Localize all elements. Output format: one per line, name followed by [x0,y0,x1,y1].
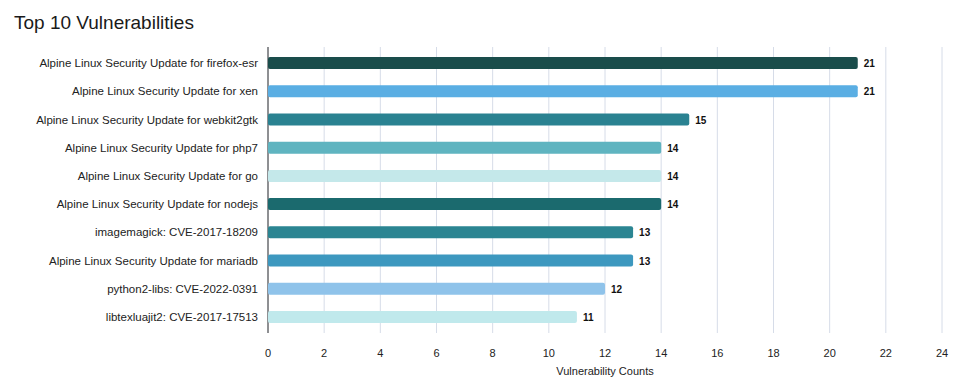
bar [268,85,858,97]
chart: Top 10 Vulnerabilities024681012141618202… [0,0,965,384]
category-label: Alpine Linux Security Update for xen [72,85,258,97]
x-axis-line [268,333,942,334]
data-label: 14 [667,171,679,182]
category-label: Alpine Linux Security Update for mariadb [49,255,258,267]
data-label: 14 [667,199,679,210]
category-label: imagemagick: CVE-2017-18209 [95,226,258,238]
category-label: Alpine Linux Security Update for php7 [65,142,258,154]
tick-label: 22 [880,347,892,359]
data-label: 13 [639,227,651,238]
bars [268,57,858,323]
category-label: Alpine Linux Security Update for nodejs [57,198,259,210]
tick-label: 10 [543,347,555,359]
category-label: python2-libs: CVE-2022-0391 [107,283,258,295]
bar [268,114,689,126]
grid-line [942,47,943,333]
bar [268,57,858,69]
grid-line [885,47,886,333]
tick-label: 4 [377,347,383,359]
category-label: Alpine Linux Security Update for webkit2… [36,114,258,126]
category-label: Alpine Linux Security Update for go [78,170,258,182]
data-label: 14 [667,143,679,154]
data-label: 11 [583,312,594,323]
tick-label: 0 [265,347,271,359]
category-label: Alpine Linux Security Update for firefox… [39,57,258,69]
category-label: libtexluajit2: CVE-2017-17513 [106,311,258,323]
tick-label: 8 [490,347,496,359]
data-label: 15 [695,115,707,126]
data-label: 21 [864,86,876,97]
tick-label: 2 [321,347,327,359]
tick-label: 14 [655,347,667,359]
data-label: 12 [611,284,623,295]
tick-label: 24 [936,347,948,359]
tick-label: 16 [711,347,723,359]
tick-label: 18 [767,347,779,359]
axis-label: Vulnerability Counts [556,365,654,377]
tick-label: 12 [599,347,611,359]
bar [268,170,661,182]
bar [268,198,661,210]
bar [268,311,577,323]
bar [268,283,605,295]
tick-label: 20 [824,347,836,359]
bar [268,255,633,267]
title: Top 10 Vulnerabilities [14,12,194,33]
data-label: 21 [864,58,876,69]
grid [268,47,942,333]
bar [268,142,661,154]
bar [268,226,633,238]
tick-label: 6 [433,347,439,359]
data-label: 13 [639,256,651,267]
